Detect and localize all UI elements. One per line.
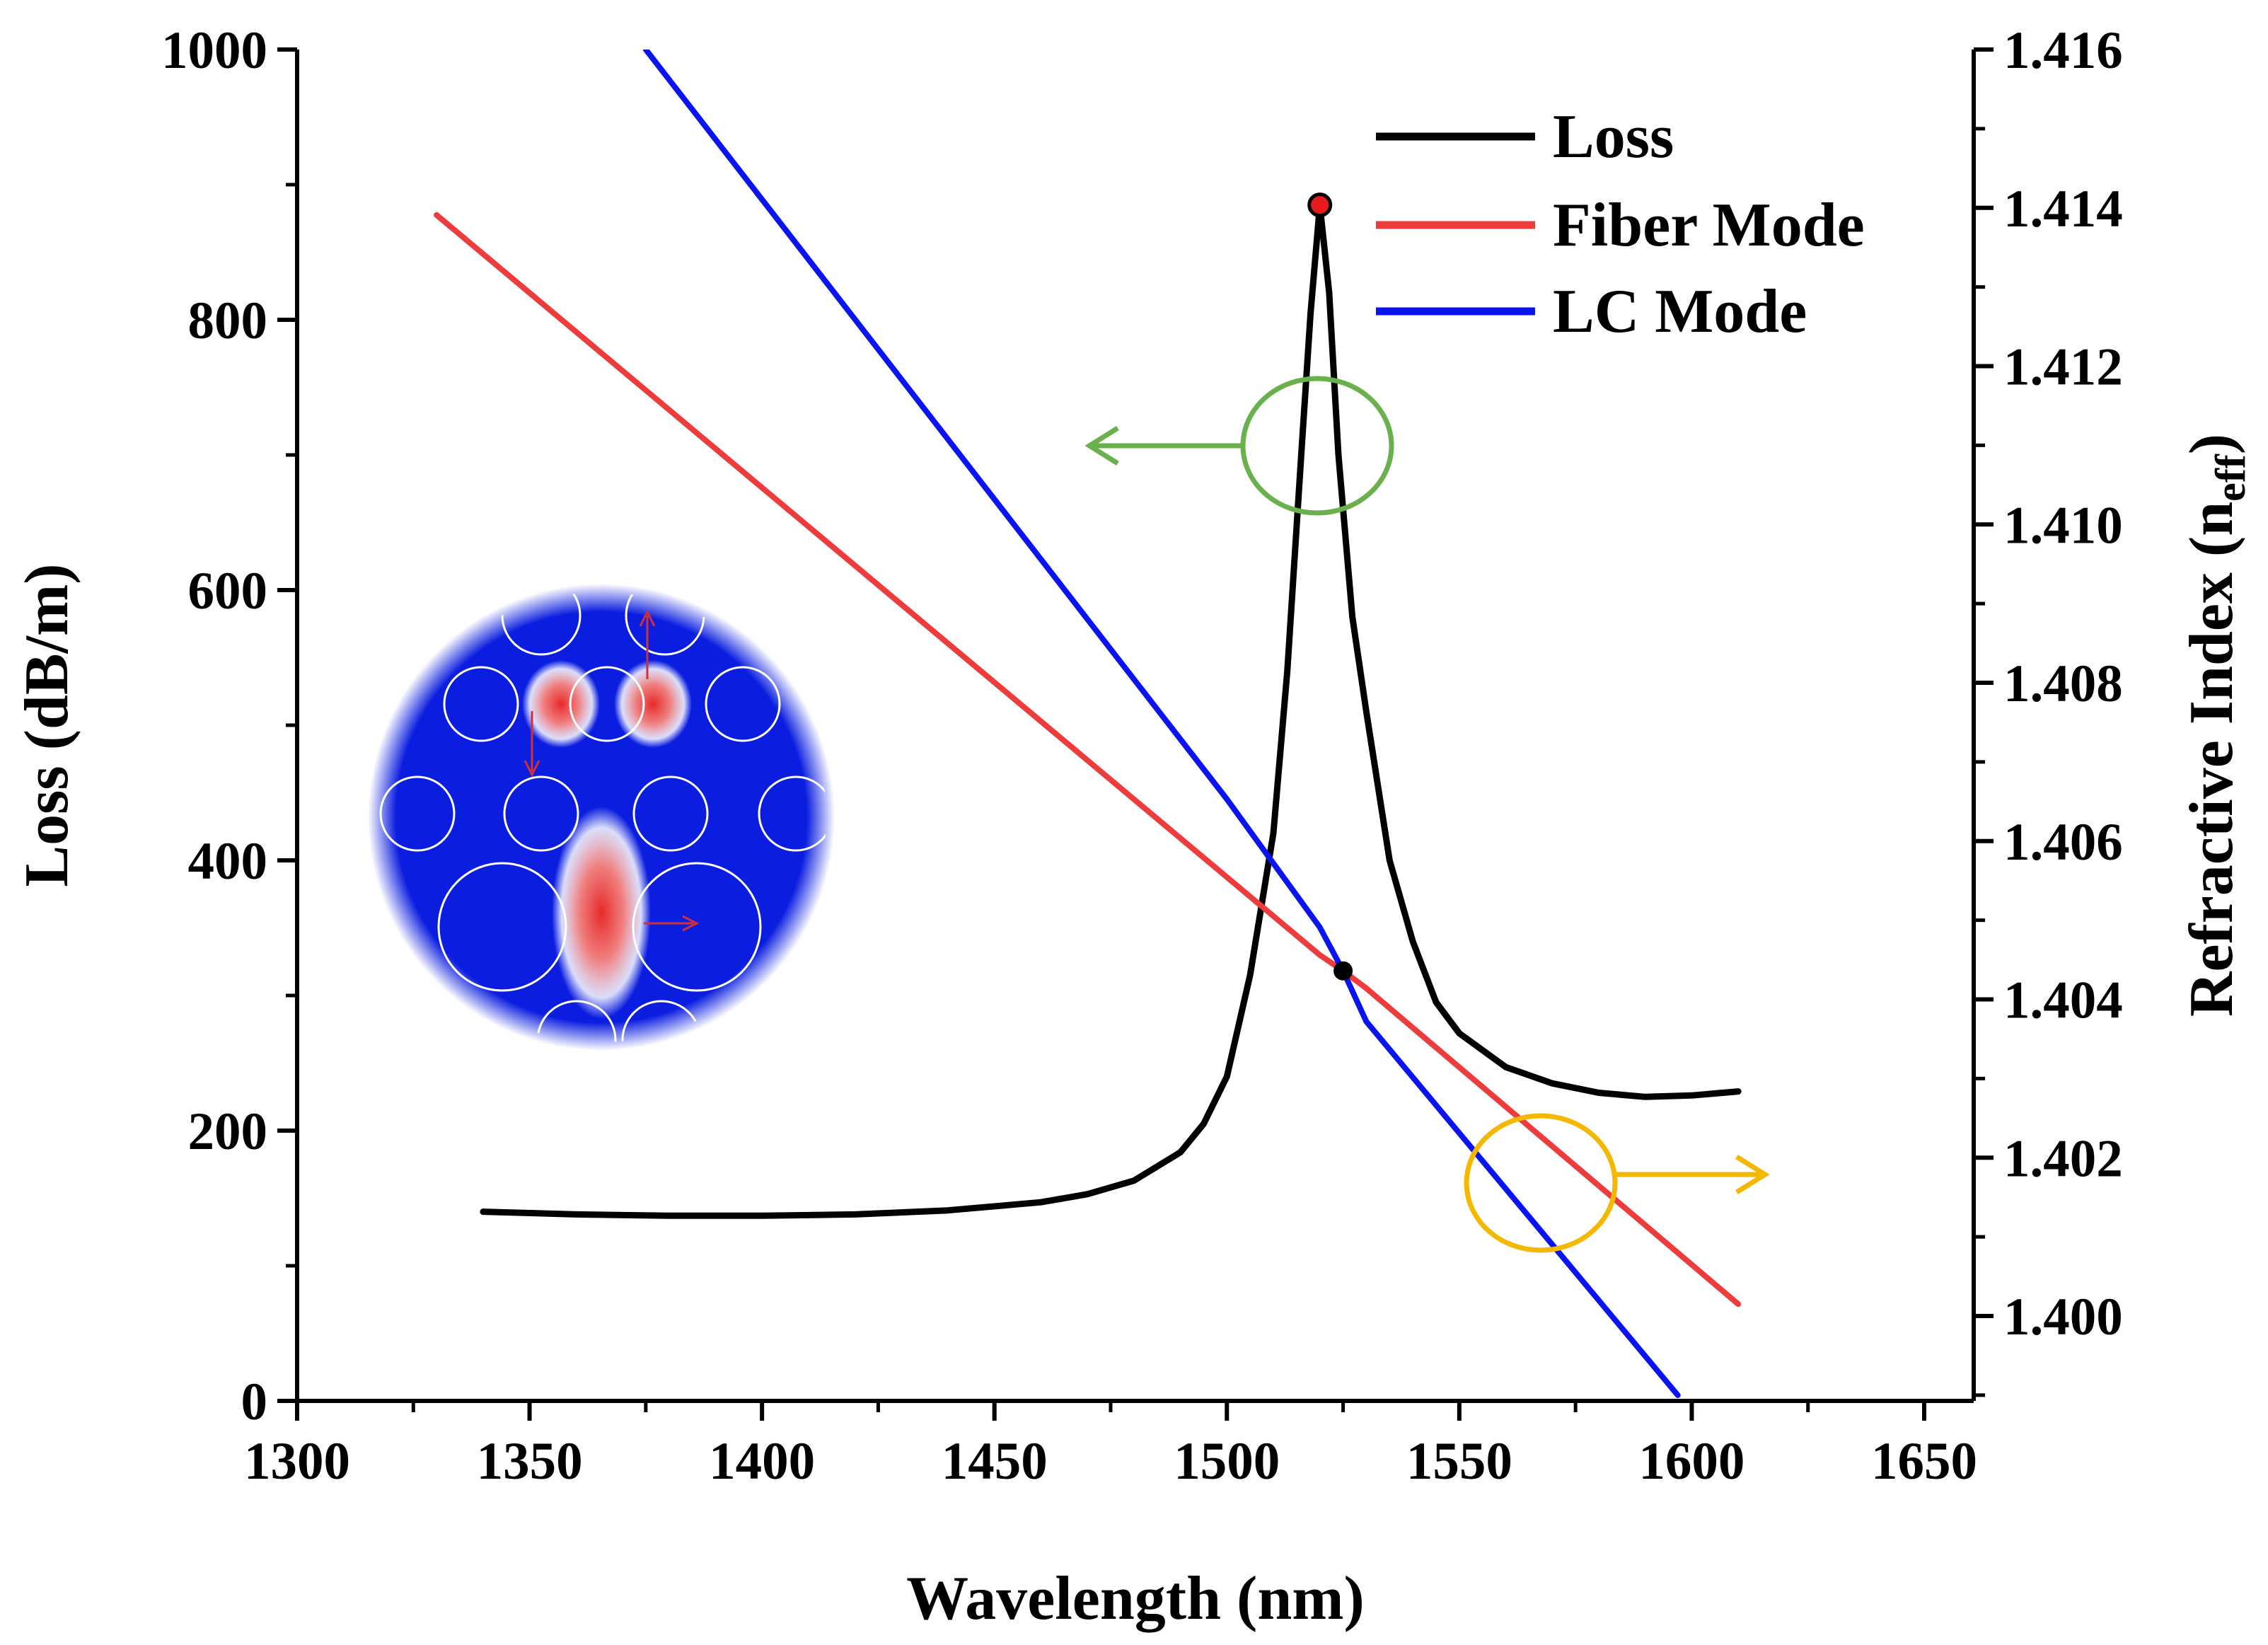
y-right-tick-label: 1.408: [2003, 654, 2123, 713]
index-axis-indicator: [1464, 1113, 1770, 1253]
legend-label-fiber-mode: Fiber Mode: [1553, 191, 1865, 260]
y-left-axis-ticks: 0 200 400 600 800 1000: [161, 21, 297, 1431]
x-tick-label: 1500: [1174, 1432, 1280, 1491]
x-tick-label: 1650: [1871, 1432, 1977, 1491]
marker-layer: [1307, 192, 1353, 981]
series-line-lc-mode: [642, 50, 1681, 1398]
y-right-tick-label: 1.410: [2003, 496, 2123, 555]
y-right-axis-ticks: 1.400 1.402 1.404 1.406 1.408 1.410 1.412 1.414…: [1974, 21, 2123, 1397]
x-tick-label: 1400: [709, 1432, 815, 1491]
crossing-marker: [1333, 961, 1353, 981]
y-right-tick-label: 1.404: [2003, 971, 2123, 1030]
x-tick-label: 1350: [477, 1432, 583, 1491]
loss-axis-indicator: [1084, 376, 1394, 516]
y-right-tick-label: 1.414: [2003, 180, 2123, 238]
y-right-tick-label: 1.412: [2003, 338, 2123, 397]
series-line-loss: [480, 202, 1742, 1219]
y-left-tick-label: 0: [241, 1373, 268, 1431]
x-tick-label: 1450: [942, 1432, 1048, 1491]
y-left-tick-label: 1000: [161, 21, 267, 80]
y-right-tick-label: 1.416: [2003, 21, 2123, 80]
x-tick-label: 1300: [244, 1432, 350, 1491]
x-tick-label: 1600: [1638, 1432, 1745, 1491]
y-right-tick-label: 1.400: [2003, 1288, 2123, 1346]
legend: Loss Fiber Mode LC Mode: [1376, 103, 1865, 346]
x-axis-ticks: 1300 1350 1400 1450 1500 1550 1600 1650: [244, 1401, 1977, 1491]
loss-peak-marker: [1307, 192, 1333, 218]
x-axis-title: Wavelength (nm): [906, 1564, 1365, 1633]
y-left-tick-label: 200: [188, 1102, 268, 1161]
y-left-tick-label: 800: [188, 292, 268, 350]
mode-field-inset: [368, 584, 835, 1051]
legend-label-loss: Loss: [1553, 103, 1674, 171]
y-left-axis-title: Loss (dB/m): [13, 563, 81, 887]
legend-label-lc-mode: LC Mode: [1553, 277, 1807, 346]
y-left-tick-label: 600: [188, 562, 268, 621]
y-right-tick-label: 1.402: [2003, 1129, 2123, 1188]
y-right-tick-label: 1.406: [2003, 813, 2123, 872]
x-tick-label: 1550: [1406, 1432, 1512, 1491]
y-right-axis-title: Refractive Index (neff): [2177, 434, 2254, 1017]
y-left-tick-label: 400: [188, 832, 268, 891]
